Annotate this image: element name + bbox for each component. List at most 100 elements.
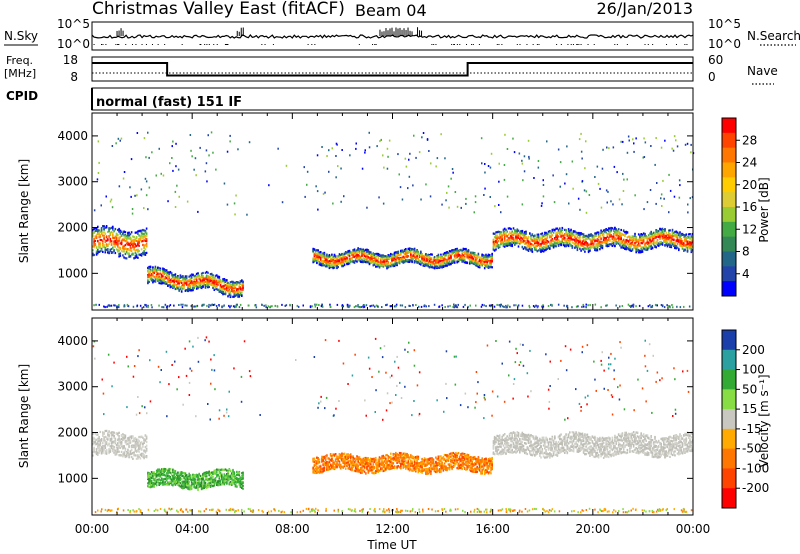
power-point	[473, 259, 476, 262]
power-point	[363, 260, 366, 263]
power-point	[681, 247, 684, 250]
power-point	[326, 258, 328, 261]
power-point	[398, 261, 401, 264]
power-point	[510, 227, 512, 231]
power-point	[139, 238, 142, 241]
power-point	[122, 247, 124, 250]
power-point	[168, 280, 170, 283]
power-point	[670, 246, 673, 249]
power-point	[144, 253, 147, 256]
power-point	[380, 261, 382, 264]
power-point	[581, 248, 584, 251]
power-point	[184, 280, 187, 283]
power-point	[629, 237, 631, 240]
power-point	[412, 304, 414, 306]
power-point	[95, 246, 98, 249]
power-point	[680, 232, 683, 236]
power-point	[462, 305, 465, 308]
power-point	[671, 234, 674, 237]
power-point	[577, 245, 580, 248]
power-point	[675, 139, 677, 142]
power-point	[559, 161, 562, 164]
power-point	[465, 261, 467, 264]
power-point	[581, 242, 584, 245]
power-point	[381, 255, 383, 258]
power-point	[93, 209, 96, 212]
power-point	[137, 248, 139, 251]
power-point	[450, 256, 452, 259]
power-point	[104, 232, 107, 235]
power-point	[187, 280, 189, 283]
power-point	[651, 239, 654, 242]
power-point	[535, 247, 537, 250]
power-point	[676, 246, 679, 249]
power-point	[175, 276, 178, 279]
power-point	[362, 304, 365, 307]
power-point	[437, 259, 440, 262]
power-point	[517, 304, 520, 307]
power-point	[627, 303, 630, 306]
power-point	[128, 249, 130, 252]
power-point	[125, 234, 128, 238]
power-point	[377, 263, 380, 266]
power-point	[276, 305, 279, 308]
power-point	[154, 276, 157, 279]
power-point	[124, 235, 127, 238]
power-point	[337, 262, 339, 265]
power-point	[103, 244, 105, 247]
power-point	[127, 233, 129, 236]
power-point	[490, 259, 492, 262]
power-point	[627, 235, 630, 238]
power-point	[636, 244, 639, 247]
power-point	[92, 249, 94, 252]
power-point	[197, 282, 199, 285]
power-point	[537, 238, 540, 241]
power-point	[622, 140, 624, 143]
power-point	[162, 269, 164, 272]
power-point	[659, 236, 661, 239]
power-point	[666, 245, 669, 248]
power-point	[97, 248, 99, 251]
power-point	[679, 239, 681, 242]
power-point	[199, 281, 202, 284]
power-point	[362, 261, 365, 264]
power-point	[524, 236, 526, 239]
power-point	[620, 246, 622, 249]
power-point	[520, 241, 522, 244]
power-point	[138, 241, 140, 245]
power-point	[574, 230, 576, 233]
power-point	[248, 141, 251, 144]
power-point	[313, 253, 316, 256]
power-point	[99, 235, 102, 238]
power-point	[408, 158, 410, 161]
power-point	[322, 252, 324, 255]
power-point	[422, 258, 425, 261]
power-point	[485, 305, 487, 308]
power-point	[572, 230, 575, 233]
power-point	[650, 245, 652, 248]
power-point	[129, 238, 132, 241]
power-point	[104, 226, 107, 229]
power-point	[681, 245, 684, 248]
power-point	[155, 271, 158, 274]
power-point	[498, 180, 500, 183]
power-point	[209, 277, 212, 280]
power-point	[612, 239, 615, 242]
power-point	[609, 232, 611, 235]
power-point	[426, 256, 428, 259]
power-point	[380, 264, 382, 267]
power-point	[213, 288, 216, 291]
power-point	[105, 235, 108, 238]
power-point	[135, 244, 138, 247]
power-point	[689, 237, 691, 240]
power-point	[584, 243, 586, 246]
power-point	[508, 237, 511, 241]
power-point	[425, 253, 427, 256]
power-point	[476, 261, 478, 264]
power-point	[428, 150, 430, 152]
power-point	[107, 243, 109, 247]
power-point	[552, 246, 555, 249]
nsearch-point	[532, 44, 534, 45]
power-point	[213, 285, 216, 288]
power-point	[415, 156, 417, 159]
